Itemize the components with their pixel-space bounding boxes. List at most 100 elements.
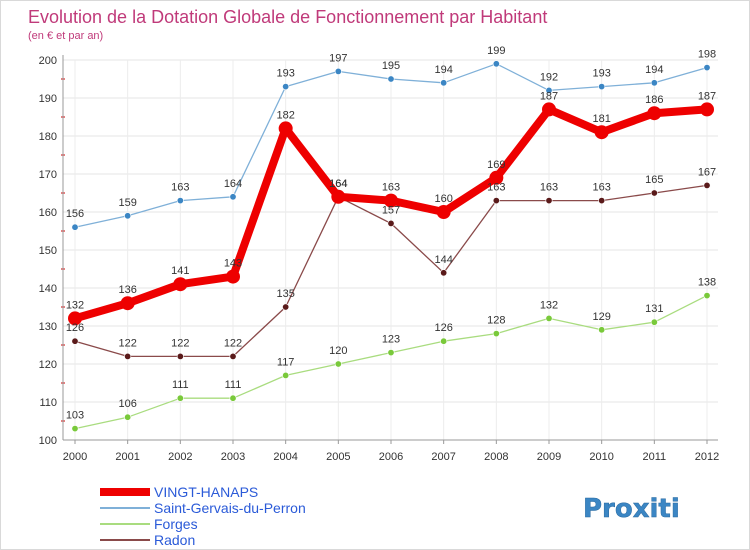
x-tick-label: 2010 bbox=[589, 451, 613, 463]
logo-text: Proxiti bbox=[583, 494, 680, 524]
x-tick-label: 2007 bbox=[431, 451, 455, 463]
data-point bbox=[387, 349, 395, 357]
data-point bbox=[598, 326, 606, 334]
axes: 100 110 120 130 140 150 160 170 180 190 200 2000 200… bbox=[39, 55, 719, 463]
data-point bbox=[124, 413, 132, 421]
data-point bbox=[229, 193, 237, 201]
data-label: 160 bbox=[434, 193, 452, 205]
data-point bbox=[440, 79, 448, 87]
data-point bbox=[384, 193, 398, 208]
data-label: 111 bbox=[172, 379, 189, 391]
data-label: 143 bbox=[224, 258, 242, 270]
legend-label: Forges bbox=[154, 516, 198, 532]
data-label: 163 bbox=[171, 182, 189, 194]
data-label: 128 bbox=[487, 315, 505, 327]
data-point bbox=[282, 371, 290, 379]
y-tick-label: 110 bbox=[39, 397, 57, 409]
data-label: 126 bbox=[66, 322, 84, 334]
data-label: 122 bbox=[171, 337, 189, 349]
data-label: 198 bbox=[698, 49, 716, 61]
data-label: 195 bbox=[382, 60, 400, 72]
data-label: 194 bbox=[434, 64, 452, 76]
data-point bbox=[176, 394, 184, 402]
x-tick-label: 2006 bbox=[379, 451, 403, 463]
data-label: 164 bbox=[329, 178, 347, 190]
data-label: 194 bbox=[645, 64, 663, 76]
y-tick-label: 120 bbox=[39, 359, 57, 371]
y-tick-label: 130 bbox=[39, 321, 57, 333]
data-label: 132 bbox=[540, 299, 558, 311]
y-tick-label: 160 bbox=[39, 207, 57, 219]
data-point bbox=[173, 277, 188, 292]
y-tick-label: 140 bbox=[39, 283, 57, 295]
chart-subtitle: (en € et par an) bbox=[28, 30, 103, 42]
data-point bbox=[700, 102, 714, 117]
y-tick-label: 150 bbox=[39, 245, 57, 257]
data-point bbox=[334, 360, 342, 368]
data-point bbox=[594, 125, 609, 140]
data-point bbox=[387, 219, 395, 227]
data-point bbox=[703, 64, 711, 72]
data-label: 182 bbox=[276, 109, 294, 121]
data-label: 159 bbox=[118, 197, 136, 209]
legend-label: VINGT-HANAPS bbox=[154, 484, 258, 500]
data-point bbox=[598, 83, 606, 91]
legend-label: Saint-Gervais-du-Perron bbox=[154, 500, 306, 516]
data-point bbox=[436, 205, 451, 219]
x-tick-label: 2004 bbox=[273, 451, 297, 463]
data-point bbox=[71, 337, 79, 345]
data-label: 192 bbox=[540, 71, 558, 83]
x-tick-label: 2002 bbox=[168, 451, 192, 463]
data-point bbox=[229, 352, 237, 360]
data-label: 122 bbox=[118, 337, 136, 349]
data-label: 199 bbox=[487, 45, 505, 57]
data-point bbox=[229, 394, 237, 402]
data-label: 163 bbox=[592, 182, 610, 194]
gridlines bbox=[63, 59, 718, 441]
data-label: 131 bbox=[645, 303, 663, 315]
y-tick-label: 200 bbox=[39, 55, 57, 67]
data-point bbox=[68, 311, 82, 326]
y-tick-label: 170 bbox=[39, 169, 57, 181]
data-point bbox=[124, 352, 132, 360]
data-label: 120 bbox=[329, 345, 347, 357]
data-point bbox=[176, 197, 184, 205]
x-tick-label: 2005 bbox=[326, 451, 350, 463]
data-label: 197 bbox=[329, 52, 347, 64]
data-point bbox=[650, 189, 658, 197]
y-tick-label: 180 bbox=[39, 131, 57, 143]
legend: VINGT-HANAPSSaint-Gervais-du-PerronForge… bbox=[100, 484, 306, 548]
data-label: 169 bbox=[487, 159, 505, 171]
data-label: 181 bbox=[592, 113, 610, 125]
data-label: 144 bbox=[434, 254, 452, 266]
proxiti-logo: Proxiti bbox=[583, 494, 680, 525]
data-point bbox=[650, 79, 658, 87]
data-label: 129 bbox=[592, 311, 610, 323]
data-point bbox=[282, 303, 290, 311]
data-point bbox=[598, 197, 606, 205]
x-tick-label: 2000 bbox=[63, 451, 87, 463]
data-label: 164 bbox=[329, 178, 347, 190]
data-label: 135 bbox=[276, 288, 294, 300]
chart-title: Evolution de la Dotation Globale de Fonc… bbox=[28, 7, 547, 27]
series-lines bbox=[68, 60, 714, 433]
data-label: 106 bbox=[118, 398, 136, 410]
legend-label: Radon bbox=[154, 532, 195, 548]
data-point bbox=[542, 102, 556, 117]
data-point bbox=[71, 425, 79, 433]
data-label: 165 bbox=[645, 174, 663, 186]
data-point bbox=[440, 337, 448, 345]
data-label: 126 bbox=[434, 322, 452, 334]
data-point bbox=[278, 121, 293, 136]
x-tick-label: 2012 bbox=[695, 451, 719, 463]
data-point bbox=[331, 189, 346, 204]
data-point bbox=[334, 67, 342, 75]
data-label: 187 bbox=[540, 90, 558, 102]
data-point bbox=[282, 83, 290, 91]
data-point bbox=[387, 75, 395, 83]
data-label: 136 bbox=[118, 284, 136, 296]
data-point bbox=[492, 197, 500, 205]
data-point bbox=[120, 296, 135, 311]
data-point bbox=[650, 318, 658, 326]
data-label: 156 bbox=[66, 208, 84, 220]
